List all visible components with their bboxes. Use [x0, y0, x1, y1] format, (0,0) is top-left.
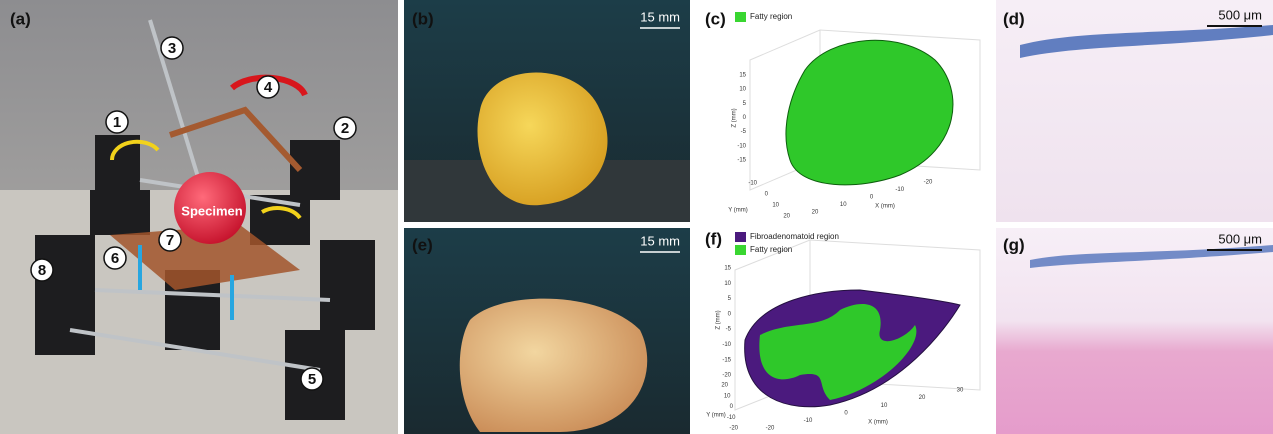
- axis-tick-label: -5: [726, 327, 732, 333]
- marker-number: 5: [308, 371, 316, 388]
- legend-label: Fibroadenomatoid region: [750, 232, 839, 241]
- axis-tick-label: 10: [724, 393, 731, 399]
- axis-tick-label: 15: [724, 266, 731, 272]
- scale-label: 15 mm: [640, 9, 680, 24]
- legend-label: Fatty region: [750, 12, 792, 21]
- scale-label: 500 μm: [1218, 7, 1262, 22]
- panel-f: (f) Fibroadenomatoid region Fatty region: [705, 229, 980, 410]
- legend-swatch: [735, 12, 746, 22]
- panel-label: (d): [1003, 9, 1025, 28]
- marker-number: 3: [168, 40, 176, 57]
- axis-label: Y (mm): [706, 413, 726, 419]
- legend-label: Fatty region: [750, 245, 792, 254]
- panel-label: (f): [705, 229, 722, 248]
- axis-tick-label: 10: [739, 87, 746, 93]
- axis-tick-label: 0: [728, 311, 732, 317]
- axis-tick-label: -20: [766, 426, 775, 432]
- axis-tick-label: -15: [722, 357, 731, 363]
- axis-tick-label: -20: [729, 426, 738, 432]
- panel-label: (g): [1003, 235, 1025, 254]
- axis-tick-label: -15: [737, 158, 746, 164]
- panel-e: (e) 15 mm: [404, 228, 690, 434]
- fat-specimen: [460, 299, 647, 432]
- axis-tick-label: 20: [919, 395, 926, 401]
- axis-label: Z (mm): [716, 310, 722, 329]
- axis-tick-label: 0: [730, 404, 734, 410]
- panel-b: (b) 15 mm: [404, 0, 690, 222]
- axis-tick-label: -5: [741, 129, 747, 135]
- scale-label: 15 mm: [640, 233, 680, 248]
- legend-swatch: [735, 232, 746, 242]
- axis-tick-label: -10: [737, 143, 746, 149]
- axis-tick-label: 10: [724, 281, 731, 287]
- axis-tick-label: 0: [743, 115, 747, 121]
- axis-tick-label: -10: [804, 418, 813, 424]
- marker-number: 6: [111, 250, 119, 267]
- axis-tick-label: -10: [748, 181, 757, 187]
- axis-tick-label: -10: [727, 415, 736, 421]
- axis-tick-label: 20: [783, 214, 790, 220]
- axis-tick-label: 5: [743, 101, 747, 107]
- axis-tick-label: 5: [728, 296, 732, 302]
- axis-tick-label: 0: [844, 410, 848, 416]
- figure: (a) Specimen (b) 15 mm (e) 15 mm (c) Fat…: [0, 0, 1273, 434]
- axis-tick-label: 0: [765, 192, 769, 198]
- panel-label: (e): [412, 235, 433, 254]
- axis-tick-label: 10: [840, 202, 847, 208]
- panel-label: (a): [10, 9, 31, 28]
- marker-number: 2: [341, 120, 349, 137]
- panel-a: (a) Specimen: [0, 0, 398, 434]
- marker-number: 1: [113, 114, 121, 131]
- scale-label: 500 μm: [1218, 231, 1262, 246]
- axis-tick-label: -20: [924, 180, 933, 186]
- axis-tick-label: 10: [881, 403, 888, 409]
- panel-d: (d) 500 μm: [996, 0, 1273, 222]
- panel-label: (c): [705, 9, 726, 28]
- marker-number: 4: [264, 79, 273, 96]
- panel-label: (b): [412, 9, 434, 28]
- axis-tick-label: 0: [870, 195, 874, 201]
- axis-tick-label: -20: [722, 373, 731, 379]
- axis-tick-label: -10: [722, 342, 731, 348]
- fat-specimen: [478, 73, 608, 206]
- panel-g: (g) 500 μm: [996, 228, 1273, 434]
- specimen-label: Specimen: [181, 203, 242, 218]
- axis-tick-label: 15: [739, 73, 746, 79]
- axis-tick-label: -10: [895, 187, 904, 193]
- axis-tick-label: 20: [721, 383, 728, 389]
- panel-c: (c) Fatty region: [705, 9, 980, 190]
- marker-number: 7: [166, 232, 174, 249]
- axis-label: X (mm): [875, 204, 895, 210]
- axis-label: Y (mm): [728, 208, 748, 214]
- axis-tick-label: 20: [812, 210, 819, 216]
- legend-swatch: [735, 245, 746, 255]
- axis-tick-label: 10: [772, 203, 779, 209]
- axis-label: Z (mm): [732, 108, 738, 127]
- axis-tick-label: 30: [957, 388, 964, 394]
- axis-label: X (mm): [868, 420, 888, 426]
- fatty-surface: [786, 40, 953, 185]
- marker-number: 8: [38, 262, 46, 279]
